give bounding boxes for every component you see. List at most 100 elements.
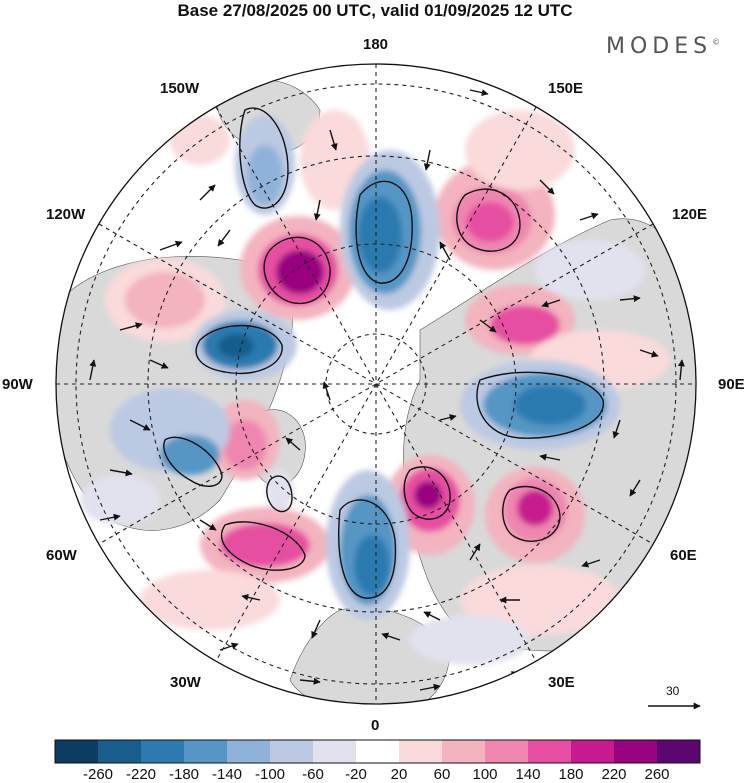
colorbar-label: -140: [211, 766, 243, 783]
negative-anomaly: [535, 240, 645, 300]
wind-vector: [469, 543, 481, 561]
wind-vectors: [89, 79, 685, 691]
lon-label-90e: 90E: [718, 376, 745, 393]
wind-vector: [109, 469, 133, 477]
positive-anomaly: [465, 110, 575, 190]
wind-vector: [579, 212, 599, 221]
colorbar-bin: [184, 740, 227, 763]
positive-anomaly: [276, 250, 324, 294]
wind-vector: [89, 359, 97, 381]
contour-line: [239, 107, 289, 209]
positive-anomaly: [460, 565, 620, 635]
contour-line: [338, 499, 397, 599]
wind-vector: [99, 513, 121, 521]
colorbar-bin: [270, 740, 313, 763]
wind-vector: [241, 593, 261, 601]
negative-anomaly: [247, 145, 283, 205]
wind-vector: [299, 677, 321, 685]
colorbar-label: -260: [82, 766, 114, 783]
meridian: [215, 106, 537, 662]
meridian: [98, 223, 654, 545]
colorbar-label: -220: [125, 766, 157, 783]
wind-vector: [129, 419, 151, 431]
colorbar-bin: [98, 740, 141, 763]
lon-label-60w: 60W: [46, 547, 77, 564]
colorbar-bin: [313, 740, 356, 763]
negative-anomaly: [160, 435, 220, 475]
positive-anomaly: [490, 305, 560, 345]
wind-vector: [217, 229, 231, 247]
lon-label-150e: 150E: [548, 80, 584, 97]
wind-vector: [285, 437, 301, 451]
anomaly-field: [80, 110, 670, 665]
wind-vector: [439, 414, 457, 421]
lon-label-30e: 30E: [548, 674, 575, 691]
wind-vector: [479, 319, 497, 333]
positive-anomaly: [223, 420, 267, 470]
colorbar-label: -180: [168, 766, 200, 783]
colorbar-bin: [528, 740, 571, 763]
wind-vector: [677, 359, 685, 381]
positive-anomaly: [140, 570, 280, 630]
contour-line: [266, 475, 293, 513]
wind-vector: [469, 89, 489, 97]
lon-label-60e: 60E: [670, 547, 697, 564]
negative-anomaly: [80, 475, 160, 525]
contour-line: [403, 466, 451, 520]
negative-anomaly: [354, 535, 390, 595]
wind-vector: [539, 179, 555, 195]
colorbar-bin: [356, 740, 399, 763]
wind-vector: [313, 199, 321, 221]
wind-vector: [423, 611, 441, 621]
wind-vector: [581, 559, 601, 568]
wind-vector: [423, 149, 431, 171]
colorbar-bin: [399, 740, 442, 763]
lon-label-90w: 90W: [2, 376, 33, 393]
positive-anomaly: [125, 272, 205, 328]
europe-landmass: [289, 607, 451, 704]
wind-vector: [539, 453, 561, 461]
wind-vector: [639, 349, 659, 358]
colorbar-label: 140: [515, 766, 541, 783]
colorbar-label: 20: [390, 766, 408, 783]
contour-line: [502, 485, 561, 542]
wind-vector: [199, 184, 216, 201]
colorbar-label: 260: [644, 766, 670, 783]
colorbar-label: 180: [558, 766, 584, 783]
wind-vector: [149, 359, 169, 369]
map-border: [55, 63, 697, 705]
brand-copyright-mark: ©: [712, 37, 721, 47]
wind-vector: [119, 322, 143, 331]
colorbar: [54, 739, 701, 764]
brand-logo: MODES©: [606, 34, 721, 59]
negative-anomaly: [358, 197, 402, 273]
lon-label-120e: 120E: [672, 206, 708, 223]
contour-line: [355, 180, 413, 284]
colorbar-label: 100: [472, 766, 498, 783]
map-title: Base 27/08/2025 00 UTC, valid 01/09/2025…: [177, 1, 573, 20]
positive-anomalies: [105, 110, 670, 635]
negative-anomaly: [410, 615, 530, 665]
negative-anomaly: [514, 385, 586, 425]
colorbar-bin: [141, 740, 184, 763]
meridian: [98, 223, 654, 545]
wind-vector: [311, 619, 321, 639]
wind-vector: [322, 381, 331, 401]
contour-line: [220, 521, 306, 571]
positive-anomaly: [220, 523, 310, 567]
contour-line: [163, 436, 223, 487]
colorbar-bin: [571, 740, 614, 763]
wind-vector: [419, 683, 441, 691]
contour-line: [476, 371, 604, 439]
colorbar-bin: [227, 740, 270, 763]
wind-vector: [381, 632, 401, 641]
lon-label-120w: 120W: [46, 206, 86, 223]
wind-vector: [159, 240, 183, 251]
colorbar-label: -20: [345, 766, 367, 783]
lon-label-180: 180: [363, 36, 389, 53]
positive-anomaly: [414, 481, 442, 509]
positive-anomaly: [517, 490, 553, 526]
map-disk: [56, 64, 696, 704]
wind-vector: [439, 241, 451, 261]
lon-label-30w: 30W: [170, 674, 201, 691]
